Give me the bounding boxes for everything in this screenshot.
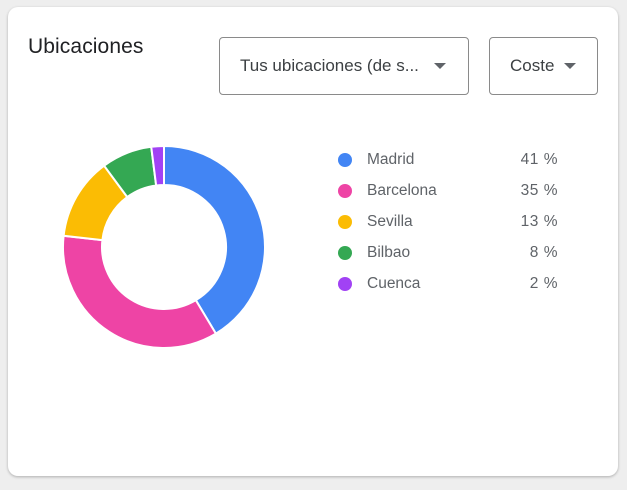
legend-value: 35 % (520, 181, 558, 199)
legend-dot-icon (338, 183, 352, 198)
legend-label: Cuenca (367, 274, 421, 292)
legend-value: 41 % (520, 150, 558, 168)
location-filter-label: Tus ubicaciones (de s... (240, 56, 419, 75)
metric-filter-label: Coste (510, 56, 555, 75)
card-title: Ubicaciones (28, 35, 144, 58)
legend-label: Bilbao (367, 243, 411, 261)
legend-value: 8 % (529, 243, 558, 261)
legend-item-sevilla[interactable]: Sevilla 13 % (338, 206, 558, 237)
legend-label: Sevilla (367, 212, 413, 230)
locations-card: Ubicaciones Tus ubicaciones (de s... Cos… (8, 7, 618, 476)
legend-value: 13 % (520, 212, 558, 230)
legend-dot-icon (338, 245, 352, 260)
legend-label: Madrid (367, 150, 415, 168)
legend-item-bilbao[interactable]: Bilbao 8 % (338, 237, 558, 268)
legend-dot-icon (338, 276, 352, 291)
legend-label: Barcelona (367, 181, 437, 199)
legend-dot-icon (338, 152, 352, 167)
donut-slice-barcelona[interactable] (62, 234, 218, 349)
legend-dot-icon (338, 214, 352, 229)
metric-filter-dropdown[interactable]: Coste (489, 37, 598, 95)
legend-item-cuenca[interactable]: Cuenca 2 % (338, 268, 558, 299)
location-filter-dropdown[interactable]: Tus ubicaciones (de s... (219, 37, 469, 95)
chevron-down-icon (564, 63, 577, 69)
donut-slice-madrid[interactable] (163, 144, 266, 336)
chevron-down-icon (434, 63, 446, 69)
legend-item-barcelona[interactable]: Barcelona 35 % (338, 175, 558, 206)
donut-slice-cuenca[interactable] (150, 144, 165, 187)
donut-chart (62, 144, 266, 349)
chart-legend: Madrid 41 % Barcelona 35 % Sevilla 13 % Bilbao… (338, 144, 558, 299)
legend-value: 2 % (529, 274, 558, 292)
legend-item-madrid[interactable]: Madrid 41 % (338, 144, 558, 175)
